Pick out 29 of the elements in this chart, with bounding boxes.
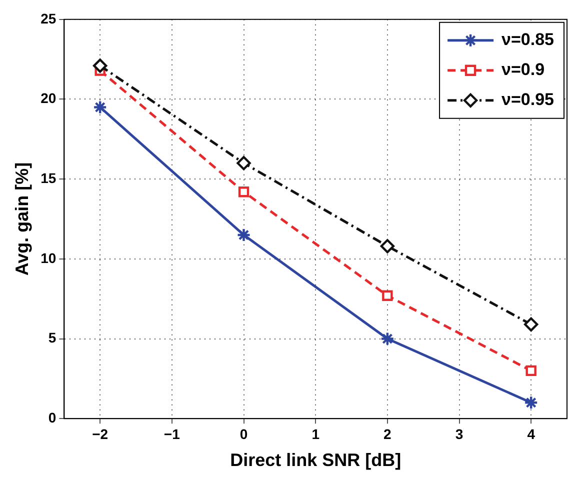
point [92, 58, 108, 73]
point [526, 365, 536, 376]
point [236, 228, 251, 242]
y-tick-label: 0 [48, 409, 56, 426]
x-tick-label: 4 [527, 426, 536, 442]
x-tick-label: 0 [240, 426, 248, 442]
y-tick-label: 5 [48, 330, 56, 346]
legend-label: ν=0.95 [502, 90, 554, 110]
point [236, 156, 251, 170]
y-tick-label: 25 [40, 10, 56, 26]
x-axis-title: Direct link SNR [dB] [230, 450, 402, 470]
y-tick-label: 10 [40, 250, 56, 266]
y-tick-label: 20 [40, 90, 56, 106]
x-tick-label: −2 [92, 426, 108, 442]
point [380, 239, 395, 254]
x-tick-label: 2 [384, 426, 392, 442]
point [382, 290, 393, 301]
x-tick-label: 3 [455, 426, 464, 442]
x-tick-label: −1 [164, 426, 180, 442]
point [524, 396, 538, 410]
point [524, 317, 538, 332]
legend-label: ν=0.9 [502, 60, 545, 80]
point [380, 332, 395, 346]
legend-label: ν=0.85 [502, 30, 554, 50]
y-axis-title: Avg. gain [%] [12, 162, 32, 276]
point [92, 100, 108, 114]
point [238, 186, 250, 198]
x-tick-label: 1 [312, 426, 320, 442]
y-tick-label: 15 [40, 170, 56, 186]
